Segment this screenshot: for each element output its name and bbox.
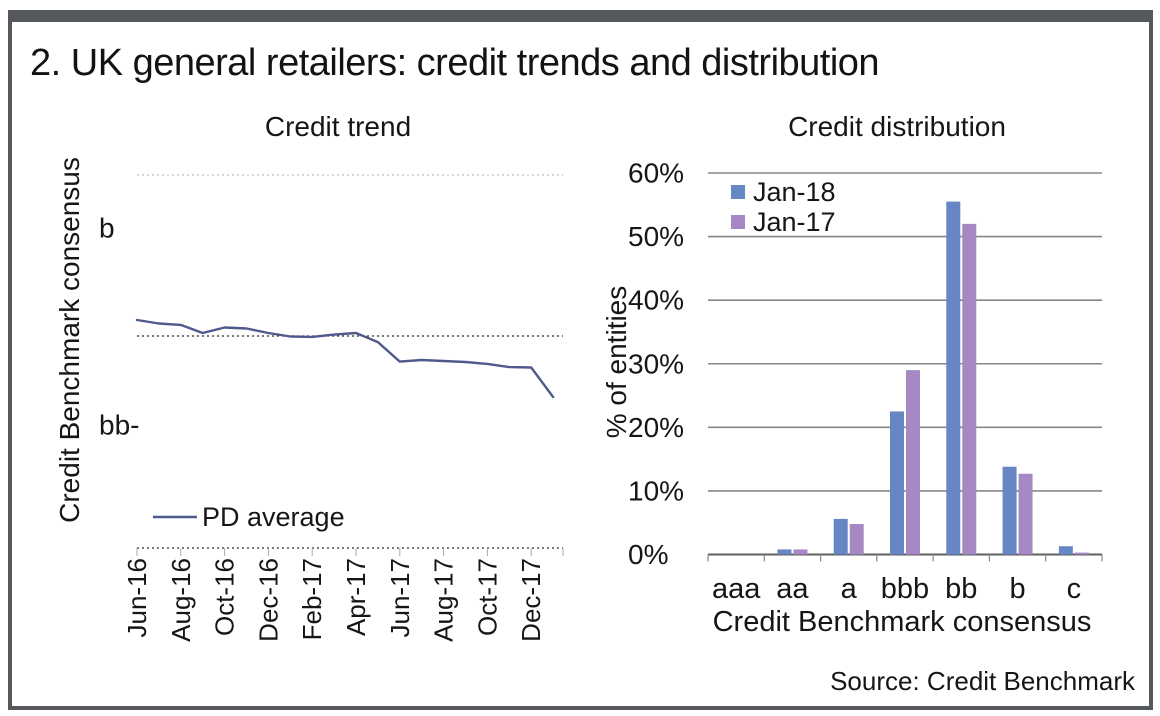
dist-x-tick-label: aa xyxy=(776,573,809,605)
trend-y-tick-label: bb- xyxy=(99,410,139,441)
trend-line xyxy=(135,318,555,399)
dist-y-tick-label: 30% xyxy=(628,348,684,379)
dist-x-tick-label: aaa xyxy=(712,573,761,605)
trend-x-tick-label: Dec-17 xyxy=(516,558,546,642)
dist-x-tick-label: b xyxy=(1010,573,1026,605)
dist-x-axis-title: Credit Benchmark consensus xyxy=(712,606,1092,638)
trend-x-tick-label: Feb-17 xyxy=(297,558,327,640)
trend-x-tick-label: Apr-17 xyxy=(341,558,371,636)
trend-legend-label: PD average xyxy=(202,502,345,532)
trend-chart-svg: Jun-16 Aug-16 Oct-16 Dec-16 Feb-17 Apr-17 Jun-… xyxy=(99,174,564,642)
dist-bar-jan-17 xyxy=(906,370,920,555)
dist-bar-jan-18 xyxy=(833,518,848,555)
dist-legend-label-jan-17: Jan-17 xyxy=(753,207,836,237)
dist-chart-title: Credit distribution xyxy=(788,111,1006,142)
dist-legend-label-jan-18: Jan-18 xyxy=(753,177,836,207)
figure-title: 2. UK general retailers: credit trends a… xyxy=(30,42,880,84)
dist-y-tick-label: 10% xyxy=(628,475,684,506)
dist-bar-jan-17 xyxy=(849,523,864,555)
trend-chart-title: Credit trend xyxy=(264,111,412,142)
dist-x-tick-label: bbb xyxy=(881,573,929,605)
trend-x-tick-label: Aug-16 xyxy=(166,558,196,642)
dist-y-tick-label: 50% xyxy=(628,221,684,252)
dist-bar-jan-17 xyxy=(793,549,808,555)
dist-bar-jan-17 xyxy=(962,223,977,555)
trend-x-tick-label: Oct-16 xyxy=(210,558,240,636)
dist-bar-jan-17 xyxy=(1018,473,1033,555)
dist-legend-swatch-jan-18 xyxy=(731,185,745,199)
dist-bar-jan-18 xyxy=(1058,546,1073,555)
trend-x-tick-label: Dec-16 xyxy=(253,558,283,642)
dist-x-tick-label: a xyxy=(841,573,858,605)
dist-x-tick-label: c xyxy=(1067,573,1082,605)
dist-y-tick-label: 20% xyxy=(628,412,684,443)
trend-x-tick-label: Oct-17 xyxy=(472,558,502,636)
dist-legend-swatch-jan-17 xyxy=(731,215,745,229)
dist-bar-jan-18 xyxy=(777,549,792,555)
trend-y-tick-label: b xyxy=(99,213,115,244)
dist-y-tick-label: 60% xyxy=(628,158,684,189)
dist-x-tick-label: bb xyxy=(945,573,977,605)
dist-bar-jan-17 xyxy=(1074,552,1089,555)
dist-bar-jan-18 xyxy=(946,201,961,555)
trend-x-tick-label: Aug-17 xyxy=(429,558,459,642)
trend-x-tick-label: Jun-16 xyxy=(122,558,152,638)
trend-x-tick-label: Jun-17 xyxy=(385,558,415,638)
dist-y-tick-label: 40% xyxy=(628,285,684,316)
dist-y-tick-label: 0% xyxy=(628,539,668,570)
dist-bar-jan-18 xyxy=(890,411,904,555)
dist-bar-jan-18 xyxy=(1002,466,1017,555)
source-note: Source: Credit Benchmark xyxy=(830,666,1135,696)
dist-chart-svg: 0%10%20%30%40%50%60%aaa aa a bbb bb b cJan-18J… xyxy=(628,158,1103,605)
